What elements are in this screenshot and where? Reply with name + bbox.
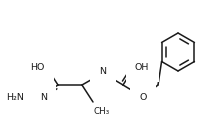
Text: N: N — [40, 92, 47, 101]
Text: O: O — [139, 94, 147, 103]
Text: H₂N: H₂N — [6, 94, 24, 103]
Text: CH₃: CH₃ — [94, 107, 110, 116]
Text: HO: HO — [31, 64, 45, 72]
Text: N: N — [99, 68, 107, 77]
Text: OH: OH — [135, 64, 149, 72]
